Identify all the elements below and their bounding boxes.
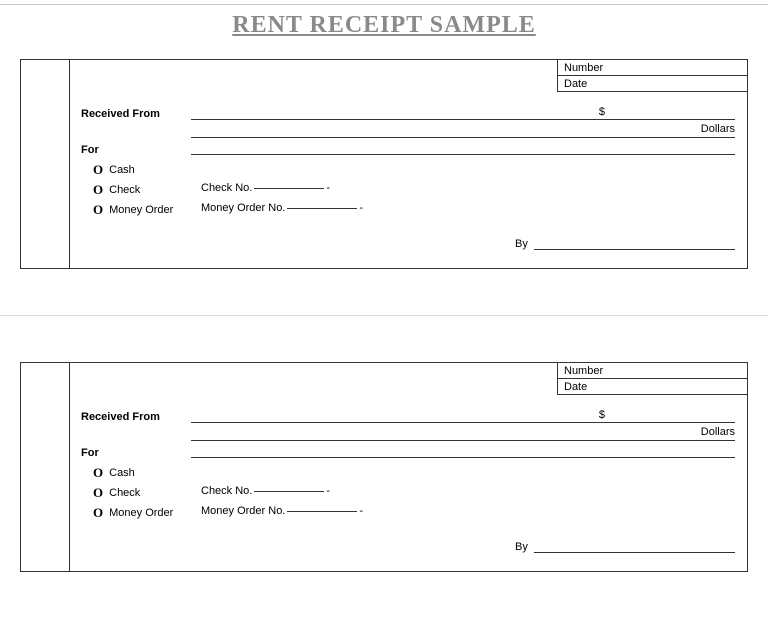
dollars-label: Dollars: [701, 426, 735, 438]
date-label: Date: [564, 381, 587, 393]
check-label: Check: [109, 487, 140, 499]
number-label: Number: [564, 365, 603, 377]
received-from-row: Received From $: [81, 106, 735, 120]
radio-marker: O: [93, 505, 103, 521]
top-rule: [0, 4, 768, 5]
dollars-label: Dollars: [701, 123, 735, 135]
dash: -: [326, 182, 330, 194]
by-line: [534, 541, 735, 553]
meta-box: Number Date: [557, 363, 747, 395]
check-no-line: [254, 491, 324, 492]
for-line: [191, 457, 735, 458]
money-order-no-label: Money Order No.: [201, 202, 285, 214]
for-line: [191, 154, 735, 155]
dollars-line: [191, 124, 735, 138]
received-from-row: Received From $: [81, 409, 735, 423]
date-row: Date: [557, 379, 747, 395]
received-from-line: $: [191, 409, 735, 423]
receipt-block: Number Date Received From $ Dollars For …: [20, 59, 748, 269]
dollar-sign: $: [599, 106, 605, 118]
money-order-no-label: Money Order No.: [201, 505, 285, 517]
separator-rule: [0, 315, 768, 316]
dash: -: [326, 485, 330, 497]
check-no-line: [254, 188, 324, 189]
dash: -: [359, 505, 363, 517]
by-row: By: [515, 238, 735, 250]
by-label: By: [515, 238, 528, 250]
cash-label: Cash: [109, 467, 135, 479]
check-no-label: Check No.: [201, 485, 252, 497]
number-row: Number: [557, 363, 747, 379]
received-from-label: Received From: [81, 108, 191, 120]
check-label: Check: [109, 184, 140, 196]
date-label: Date: [564, 78, 587, 90]
dash: -: [359, 202, 363, 214]
money-order-label: Money Order: [109, 507, 173, 519]
payment-cash: O Cash: [93, 463, 173, 483]
money-order-no-line: [287, 511, 357, 512]
payment-check: O Check: [93, 483, 173, 503]
number-label: Number: [564, 62, 603, 74]
money-order-no-row: Money Order No. -: [201, 198, 363, 218]
radio-marker: O: [93, 202, 103, 218]
date-row: Date: [557, 76, 747, 92]
money-order-label: Money Order: [109, 204, 173, 216]
payment-options: O Cash O Check O Money Order: [93, 160, 173, 220]
payment-cash: O Cash: [93, 160, 173, 180]
radio-marker: O: [93, 465, 103, 481]
received-from-line: $: [191, 106, 735, 120]
radio-marker: O: [93, 485, 103, 501]
check-no-label: Check No.: [201, 182, 252, 194]
for-label: For: [81, 144, 99, 156]
radio-marker: O: [93, 162, 103, 178]
payment-money-order: O Money Order: [93, 200, 173, 220]
received-from-label: Received From: [81, 411, 191, 423]
meta-box: Number Date: [557, 60, 747, 92]
for-label: For: [81, 447, 99, 459]
money-order-no-row: Money Order No. -: [201, 501, 363, 521]
radio-marker: O: [93, 182, 103, 198]
receipt-block: Number Date Received From $ Dollars For …: [20, 362, 748, 572]
stub-divider: [69, 363, 70, 571]
money-order-no-line: [287, 208, 357, 209]
payment-options: O Cash O Check O Money Order: [93, 463, 173, 523]
check-number-fields: Check No. - Money Order No. -: [201, 178, 363, 218]
dollar-sign: $: [599, 409, 605, 421]
payment-money-order: O Money Order: [93, 503, 173, 523]
stub-divider: [69, 60, 70, 268]
cash-label: Cash: [109, 164, 135, 176]
payment-check: O Check: [93, 180, 173, 200]
by-row: By: [515, 541, 735, 553]
check-no-row: Check No. -: [201, 178, 363, 198]
dollars-line: [191, 427, 735, 441]
check-number-fields: Check No. - Money Order No. -: [201, 481, 363, 521]
by-line: [534, 238, 735, 250]
by-label: By: [515, 541, 528, 553]
check-no-row: Check No. -: [201, 481, 363, 501]
number-row: Number: [557, 60, 747, 76]
page-title: RENT RECEIPT SAMPLE: [0, 0, 768, 59]
